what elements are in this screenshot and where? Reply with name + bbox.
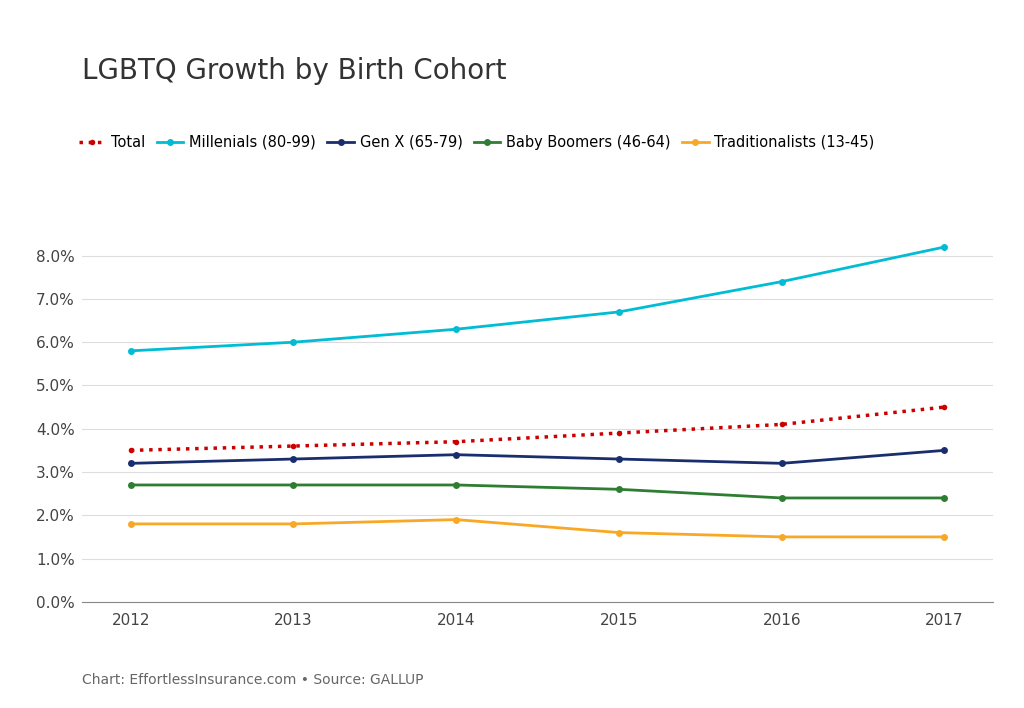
Total: [288, 442, 300, 450]
Gen X (65-79): [451, 450, 463, 459]
Total: [775, 420, 787, 428]
Millenials (80-99): [612, 308, 625, 316]
Gen X (65-79): [938, 446, 950, 455]
Millenials (80-99): [125, 347, 137, 355]
Gen X (65-79): [775, 459, 787, 467]
Legend: Total, Millenials (80-99), Gen X (65-79), Baby Boomers (46-64), Traditionalists : Total, Millenials (80-99), Gen X (65-79)…: [79, 135, 874, 149]
Traditionalists (13-45): [612, 528, 625, 537]
Total: [451, 438, 463, 446]
Traditionalists (13-45): [288, 520, 300, 528]
Gen X (65-79): [612, 455, 625, 463]
Millenials (80-99): [938, 243, 950, 251]
Gen X (65-79): [288, 455, 300, 463]
Baby Boomers (46-64): [125, 481, 137, 489]
Text: Chart: EffortlessInsurance.com • Source: GALLUP: Chart: EffortlessInsurance.com • Source:…: [82, 673, 423, 687]
Total: [612, 429, 625, 438]
Baby Boomers (46-64): [775, 493, 787, 502]
Millenials (80-99): [288, 338, 300, 346]
Traditionalists (13-45): [451, 515, 463, 524]
Baby Boomers (46-64): [288, 481, 300, 489]
Baby Boomers (46-64): [612, 485, 625, 493]
Line: Millenials (80-99): Millenials (80-99): [127, 244, 948, 354]
Baby Boomers (46-64): [938, 493, 950, 502]
Gen X (65-79): [125, 459, 137, 467]
Millenials (80-99): [451, 325, 463, 333]
Text: LGBTQ Growth by Birth Cohort: LGBTQ Growth by Birth Cohort: [82, 57, 507, 85]
Traditionalists (13-45): [125, 520, 137, 528]
Total: [938, 403, 950, 411]
Millenials (80-99): [775, 278, 787, 286]
Line: Gen X (65-79): Gen X (65-79): [127, 447, 948, 467]
Baby Boomers (46-64): [451, 481, 463, 489]
Total: [125, 446, 137, 455]
Line: Total: Total: [128, 404, 947, 453]
Traditionalists (13-45): [938, 532, 950, 541]
Traditionalists (13-45): [775, 532, 787, 541]
Line: Traditionalists (13-45): Traditionalists (13-45): [127, 516, 948, 540]
Line: Baby Boomers (46-64): Baby Boomers (46-64): [127, 481, 948, 501]
